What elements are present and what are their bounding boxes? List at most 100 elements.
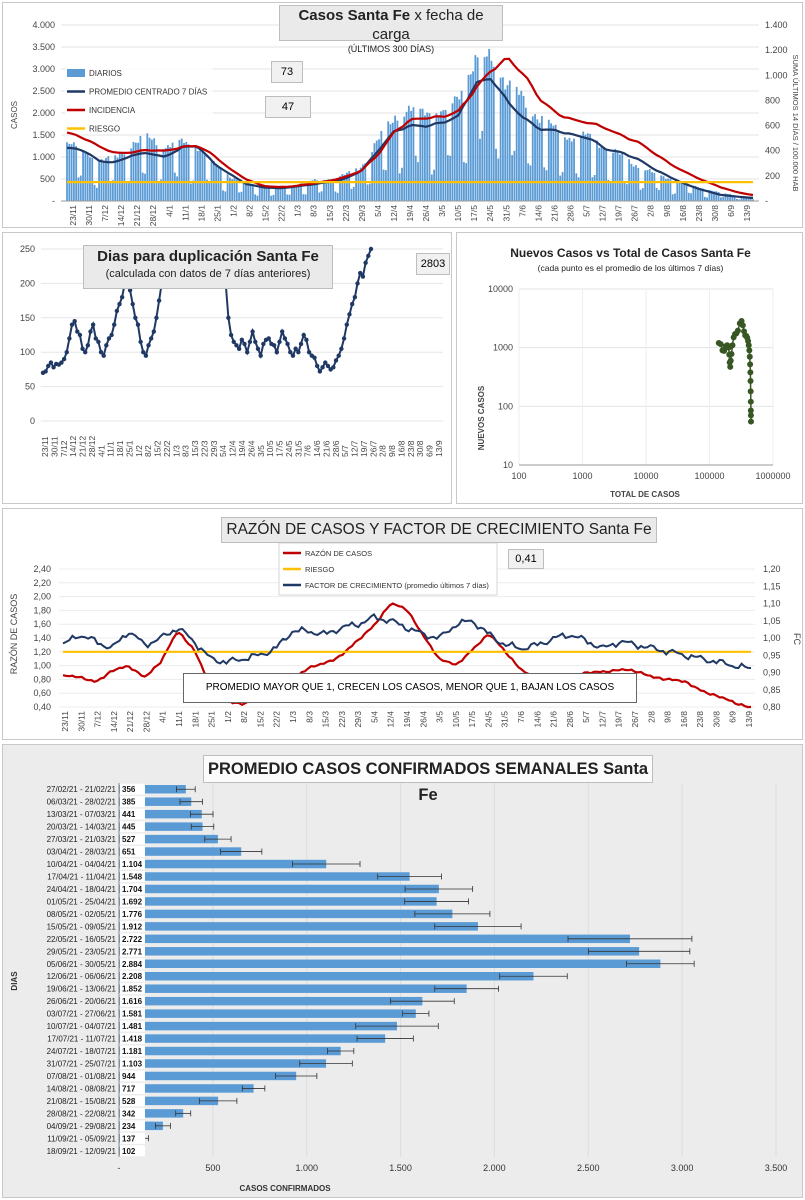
data-label: 1.912	[122, 922, 143, 931]
daily-bar	[323, 180, 325, 201]
data-label: 2.208	[122, 972, 143, 981]
x-tick-label: 18/1	[196, 205, 206, 222]
x-tick-label: 28/12	[148, 205, 158, 227]
daily-bar	[598, 147, 601, 201]
daily-bar	[506, 85, 509, 201]
x-tick-label: 15/2	[153, 440, 163, 457]
x-tick-label: 6/9	[425, 445, 435, 457]
x-tick-label: 31/5	[293, 440, 303, 457]
ratio-chart-panel: 0,40 0,60 0,80 1,00 1,20 1,40 1,60 1,80 2,00 2,20…	[2, 508, 803, 740]
doubling-point	[135, 322, 141, 327]
y-tick-label: 50	[25, 382, 35, 392]
scatter-point	[747, 412, 754, 419]
x-tick-label: 28/12	[87, 435, 97, 457]
daily-bar	[139, 135, 142, 201]
cases-chart-title-box: Casos Santa Fe x fecha de carga (ÚLTIMOS…	[279, 5, 503, 54]
daily-bar	[263, 187, 266, 201]
x-tick-label: -	[118, 1163, 121, 1173]
daily-bar	[274, 186, 277, 201]
doubling-point	[325, 363, 331, 369]
cases-chart-panel: - 500 1.000 1.500 2.000 2.500 3.000 3.500 4.000 -…	[2, 2, 803, 228]
doubling-point	[151, 329, 157, 334]
daily-bar	[254, 194, 257, 201]
doubling-point	[226, 315, 231, 320]
daily-bar	[518, 94, 520, 201]
daily-bar	[277, 186, 279, 201]
x-tick-label: 24/5	[485, 205, 495, 222]
x-tick-label: 17/5	[467, 711, 477, 728]
daily-bar	[733, 195, 736, 201]
doubling-point	[117, 301, 122, 307]
daily-bar	[752, 199, 754, 201]
x-tick-label: 1/3	[288, 711, 298, 723]
x-tick-label: 23/8	[694, 205, 704, 222]
daily-bar	[341, 174, 344, 201]
doubling-point	[285, 341, 290, 347]
daily-bar	[201, 152, 204, 201]
x-tick-label: 9/8	[662, 205, 672, 217]
daily-bar	[625, 184, 628, 201]
weekly-bar	[119, 809, 202, 819]
legend-label: INCIDENCIA	[89, 106, 136, 115]
daily-bar	[247, 182, 250, 201]
doubling-point	[255, 346, 261, 351]
daily-bar	[86, 152, 89, 201]
daily-bar	[68, 143, 71, 201]
daily-bar	[219, 168, 222, 201]
x-tick-label: 15/3	[190, 440, 200, 457]
x-tick-label: 22/2	[277, 205, 287, 222]
data-label-bg	[120, 1033, 145, 1045]
x-tick-label: 28/6	[565, 205, 575, 222]
doubling-point	[366, 253, 371, 259]
category-label: 10/07/21 - 04/07/21	[47, 1022, 117, 1031]
daily-bar	[474, 55, 477, 201]
daily-bar	[150, 139, 153, 201]
x-tick-label: 26/4	[246, 440, 256, 457]
doubling-point	[247, 339, 253, 345]
data-label-bg	[120, 808, 145, 820]
daily-bar	[513, 150, 516, 201]
x-tick-label: 19/7	[359, 440, 369, 457]
daily-bar	[717, 192, 720, 201]
scatter-chart-subtitle: (cada punto es el promedio de los último…	[537, 263, 724, 273]
daily-bar	[703, 196, 706, 201]
daily-bar	[141, 172, 144, 201]
daily-bar	[327, 179, 330, 201]
x-tick-label: 12/4	[389, 205, 399, 222]
daily-bar	[697, 186, 699, 201]
daily-bar	[125, 181, 128, 201]
x-tick-label: 11/1	[106, 441, 116, 457]
data-label: 1.692	[122, 897, 143, 906]
y-tick-label: 0	[30, 416, 35, 426]
data-label-bg	[120, 958, 145, 970]
y-tick-label: 3.500	[32, 42, 55, 52]
x-tick-label: 22/3	[199, 440, 209, 457]
doubling-point	[242, 341, 247, 347]
doubling-point	[323, 360, 328, 365]
y2-tick-label: 1.200	[765, 45, 788, 55]
weekly-bar	[119, 1096, 219, 1106]
x-tick-label: 30/11	[76, 711, 86, 732]
daily-bar	[637, 168, 640, 201]
daily-bar	[582, 131, 585, 201]
daily-bar	[623, 182, 626, 201]
doubling-point	[104, 343, 109, 348]
doubling-point	[127, 288, 133, 293]
legend-label: RAZÓN DE CASOS	[305, 549, 372, 558]
weekly-bar	[119, 884, 439, 894]
doubling-point	[253, 339, 258, 345]
daily-bar	[616, 150, 619, 201]
data-label: 944	[122, 1072, 136, 1081]
daily-bar	[405, 111, 408, 201]
y-tick-label: 3.000	[32, 64, 55, 74]
weekly-bar	[119, 1021, 398, 1031]
daily-bar	[424, 115, 426, 201]
x-tick-label: 1/2	[223, 711, 233, 723]
daily-bar	[401, 167, 403, 201]
scatter-chart-title: Nuevos Casos vs Total de Casos Santa Fe	[510, 246, 751, 260]
x-tick-label: 24/5	[483, 711, 493, 728]
daily-bar	[148, 137, 151, 201]
daily-bar	[648, 169, 651, 201]
daily-bar	[164, 148, 167, 201]
data-label: 1.548	[122, 873, 143, 882]
